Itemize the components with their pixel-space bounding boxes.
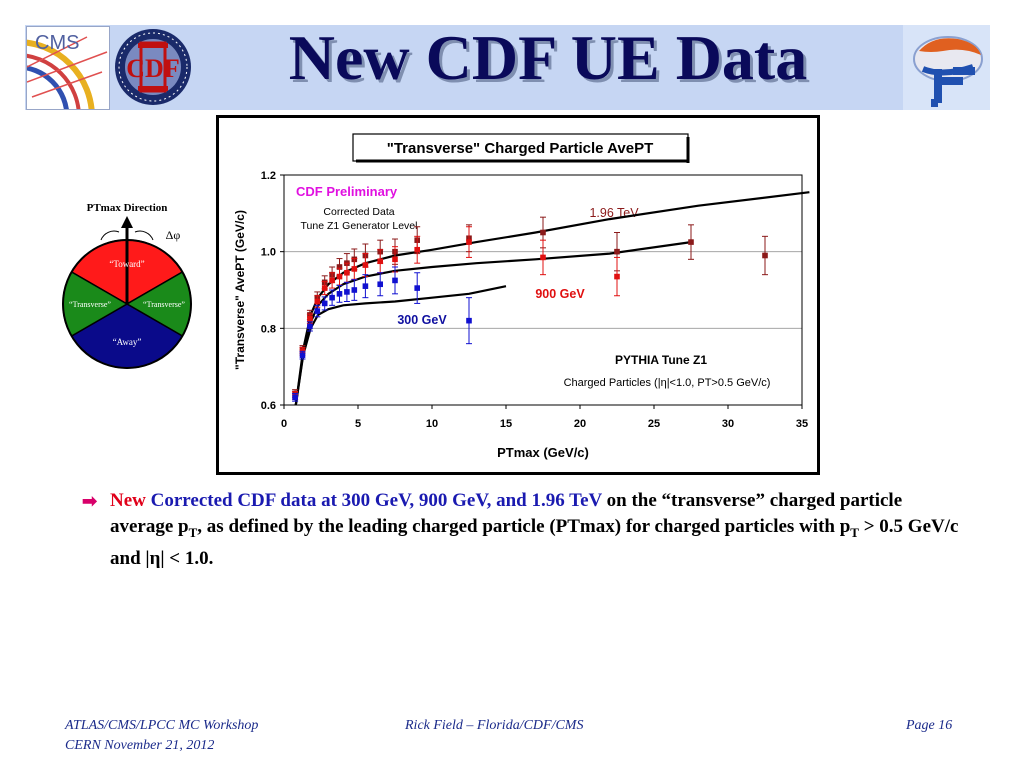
data-point	[392, 277, 398, 284]
svg-text:CMS: CMS	[35, 32, 79, 54]
series-label-300gev: 300 GeV	[397, 313, 447, 327]
footer-left: ATLAS/CMS/LPCC MC Workshop CERN November…	[65, 716, 258, 756]
chart-title: "Transverse" Charged Particle AvePT	[387, 140, 654, 157]
model-line-2	[294, 285, 507, 406]
footer-page-number: Page 16	[906, 718, 953, 733]
svg-text:CDF: CDF	[126, 54, 179, 83]
data-point	[321, 300, 328, 307]
y-tick-label: 1.2	[261, 170, 276, 182]
transverse-label-left: “Transverse”	[69, 300, 111, 309]
bullet-sub-1: T	[188, 524, 198, 540]
data-point	[540, 254, 546, 261]
arrow-right-icon: ➡	[82, 491, 98, 511]
new-label: New	[110, 490, 146, 511]
data-point	[307, 323, 313, 330]
data-point	[540, 229, 546, 236]
footer-author: Rick Field – Florida/CDF/CMS	[405, 718, 584, 733]
footer-date: CERN November 21, 2012	[65, 738, 215, 753]
series-label-900gev: 900 GeV	[535, 287, 585, 301]
corrected-data-label: Corrected Data	[323, 206, 394, 218]
avept-chart: "Transverse" Charged Particle AvePT 0.6 0…	[233, 133, 810, 460]
page-title: New CDF UE Data	[288, 22, 808, 93]
data-point	[344, 269, 350, 276]
data-point	[329, 277, 335, 284]
data-point	[329, 294, 335, 301]
cms-logo: CMS	[26, 26, 110, 110]
ptmax-direction-diagram: PTmax Direction “Toward” “Transverse” “T…	[55, 198, 200, 373]
data-point	[466, 317, 472, 324]
y-tick-label: 0.6	[261, 400, 276, 412]
data-point	[307, 315, 313, 322]
data-point	[762, 252, 768, 259]
footer-workshop: ATLAS/CMS/LPCC MC Workshop	[65, 718, 259, 733]
data-point	[336, 291, 343, 297]
y-axis-label: "Transverse" AvePT (GeV/c)	[233, 210, 247, 370]
bullet-text-3: > 0.5 GeV/c and |η| < 1.0.	[110, 516, 959, 569]
y-tick-label: 0.8	[261, 323, 276, 335]
data-point	[377, 258, 383, 265]
data-point	[299, 352, 306, 358]
bullet-text-1: on the “transverse” charged particle ave…	[110, 490, 903, 537]
bullet-text-2: , as defined by the leading charged part…	[197, 516, 851, 537]
florida-logo	[903, 25, 990, 110]
data-point	[614, 248, 620, 255]
data-point	[351, 266, 358, 272]
x-tick-label: 5	[355, 418, 361, 430]
x-tick-label: 35	[796, 418, 808, 430]
data-point	[344, 289, 350, 295]
x-tick-label: 0	[281, 418, 287, 430]
data-point	[351, 287, 358, 293]
cdf-preliminary-label: CDF Preliminary	[296, 184, 398, 199]
data-point	[392, 256, 398, 263]
data-point	[321, 285, 328, 291]
data-point	[292, 394, 298, 401]
data-point	[414, 285, 420, 291]
away-label: “Away”	[113, 337, 142, 347]
data-point	[336, 273, 343, 280]
x-tick-label: 30	[722, 418, 734, 430]
data-point	[414, 246, 420, 253]
data-point	[336, 264, 343, 270]
bullet-paragraph: ➡ New Corrected CDF data at 300 GeV, 900…	[82, 488, 970, 572]
diagram-title: PTmax Direction	[87, 202, 168, 214]
generator-label: Tune Z1 Generator Level	[301, 220, 418, 232]
data-point	[688, 239, 694, 245]
x-tick-label: 10	[426, 418, 438, 430]
bullet-sub-2: T	[850, 524, 859, 540]
data-point	[314, 308, 321, 314]
delta-phi-label: Δφ	[166, 228, 181, 242]
toward-label: “Toward”	[109, 259, 144, 269]
x-tick-label: 20	[574, 418, 586, 430]
data-point	[377, 281, 383, 288]
data-point	[314, 298, 321, 305]
plot-area	[283, 174, 803, 406]
x-axis-label: PTmax (GeV/c)	[497, 445, 589, 460]
corrected-data-text: Corrected CDF data at 300 GeV, 900 GeV, …	[150, 490, 602, 511]
cuts-label: Charged Particles (|η|<1.0, PT>0.5 GeV/c…	[564, 377, 771, 389]
data-point	[614, 273, 620, 280]
x-tick-label: 25	[648, 418, 660, 430]
x-tick-label: 15	[500, 418, 512, 430]
y-tick-label: 1.0	[261, 247, 276, 259]
data-point	[362, 262, 369, 268]
data-point	[466, 239, 472, 245]
data-point	[362, 283, 369, 289]
transverse-label-right: “Transverse”	[143, 300, 185, 309]
pythia-label: PYTHIA Tune Z1	[615, 353, 707, 367]
cdf-logo: CDF	[108, 25, 198, 110]
